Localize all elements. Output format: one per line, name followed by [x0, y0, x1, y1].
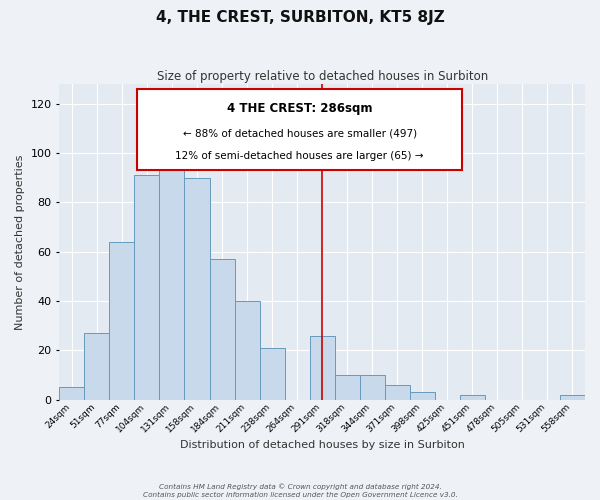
Bar: [160, 163, 184, 400]
Text: ← 88% of detached houses are smaller (497): ← 88% of detached houses are smaller (49…: [182, 128, 416, 138]
Bar: [109, 242, 134, 400]
Bar: [385, 385, 410, 400]
Text: 4, THE CREST, SURBITON, KT5 8JZ: 4, THE CREST, SURBITON, KT5 8JZ: [155, 10, 445, 25]
Bar: [184, 178, 209, 400]
Bar: [137, 89, 463, 170]
Bar: [335, 375, 360, 400]
Text: 12% of semi-detached houses are larger (65) →: 12% of semi-detached houses are larger (…: [175, 150, 424, 160]
Title: Size of property relative to detached houses in Surbiton: Size of property relative to detached ho…: [157, 70, 488, 83]
Bar: [85, 333, 109, 400]
Bar: [235, 301, 260, 400]
Bar: [260, 348, 284, 400]
Bar: [310, 336, 335, 400]
Bar: [209, 259, 235, 400]
Bar: [560, 394, 585, 400]
Text: Contains HM Land Registry data © Crown copyright and database right 2024.
Contai: Contains HM Land Registry data © Crown c…: [143, 484, 457, 498]
Bar: [410, 392, 435, 400]
X-axis label: Distribution of detached houses by size in Surbiton: Distribution of detached houses by size …: [180, 440, 464, 450]
Y-axis label: Number of detached properties: Number of detached properties: [15, 154, 25, 330]
Bar: [360, 375, 385, 400]
Bar: [59, 388, 85, 400]
Bar: [134, 176, 160, 400]
Text: 4 THE CREST: 286sqm: 4 THE CREST: 286sqm: [227, 102, 373, 116]
Bar: [460, 394, 485, 400]
